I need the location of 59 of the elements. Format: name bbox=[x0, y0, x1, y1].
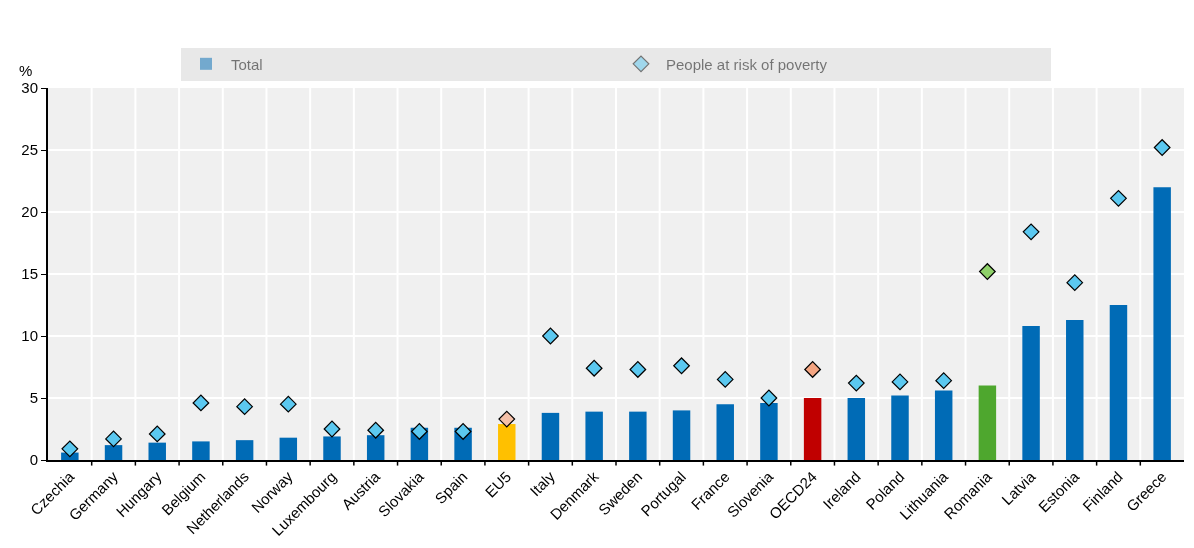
bar bbox=[847, 398, 866, 460]
bar bbox=[803, 398, 822, 460]
point bbox=[542, 327, 559, 345]
point bbox=[192, 394, 210, 412]
point bbox=[585, 359, 603, 377]
point bbox=[236, 398, 254, 416]
bar bbox=[934, 390, 953, 460]
y-tick-label: 10 bbox=[21, 327, 38, 345]
point bbox=[847, 374, 865, 392]
y-tick-label: 0 bbox=[29, 451, 38, 469]
y-tick-label: 25 bbox=[21, 141, 38, 159]
bar bbox=[1109, 305, 1128, 460]
point bbox=[1066, 274, 1084, 292]
y-tick-label: 20 bbox=[21, 203, 38, 221]
bar bbox=[541, 412, 560, 460]
point bbox=[148, 425, 166, 443]
bar bbox=[323, 436, 341, 460]
y-tick-label: 5 bbox=[29, 389, 38, 407]
bar bbox=[891, 395, 909, 460]
point bbox=[760, 389, 778, 407]
point bbox=[367, 421, 385, 439]
bar bbox=[104, 445, 123, 460]
y-tick-label: 30 bbox=[21, 79, 38, 97]
y-axis-title: % bbox=[19, 62, 33, 79]
y-tick-label: 15 bbox=[21, 265, 38, 283]
point bbox=[1022, 223, 1040, 241]
legend-label: People at risk of poverty bbox=[666, 55, 828, 73]
bar bbox=[629, 411, 647, 460]
point bbox=[410, 423, 428, 440]
bar bbox=[716, 404, 734, 460]
bar bbox=[1066, 319, 1084, 460]
bar bbox=[978, 385, 997, 460]
point bbox=[279, 395, 297, 413]
point bbox=[454, 423, 472, 440]
point bbox=[323, 420, 341, 438]
bar bbox=[1022, 326, 1040, 460]
bar bbox=[672, 410, 691, 460]
bar bbox=[760, 402, 778, 460]
bar bbox=[235, 440, 254, 460]
point bbox=[891, 373, 909, 391]
bar bbox=[1153, 187, 1171, 460]
bar bbox=[192, 441, 210, 460]
point bbox=[1153, 139, 1171, 156]
bar bbox=[498, 424, 516, 460]
point bbox=[61, 440, 79, 458]
point bbox=[804, 361, 822, 378]
point bbox=[978, 263, 996, 280]
bar bbox=[585, 411, 603, 460]
legend-label: Total bbox=[231, 55, 263, 73]
point bbox=[1110, 189, 1127, 207]
point bbox=[105, 430, 122, 448]
point bbox=[935, 372, 953, 390]
point bbox=[673, 357, 690, 375]
bar bbox=[279, 437, 298, 460]
point bbox=[498, 410, 516, 428]
bar bbox=[148, 442, 166, 460]
point bbox=[629, 361, 647, 378]
bar bbox=[366, 435, 385, 460]
point bbox=[716, 371, 734, 388]
